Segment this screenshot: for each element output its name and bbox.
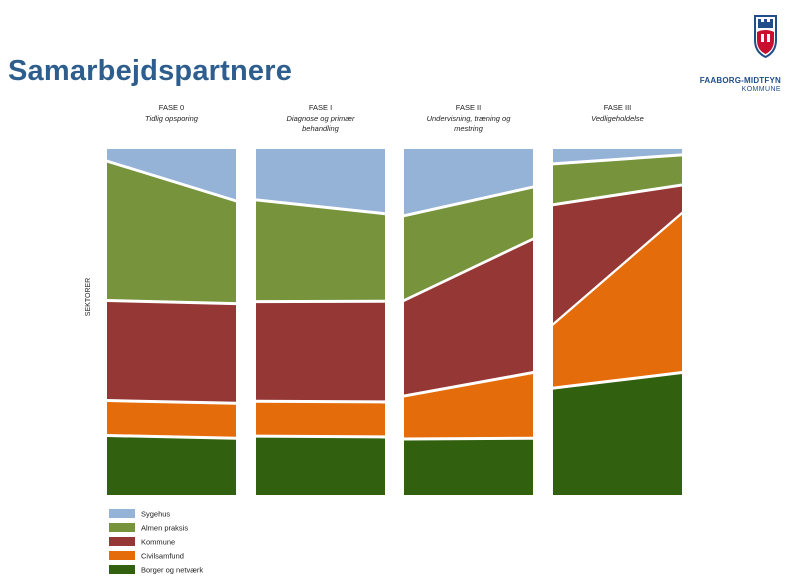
legend-swatch <box>109 509 135 518</box>
area-segment-civilsamfund <box>256 402 385 436</box>
area-segment-sygehus <box>553 149 682 163</box>
legend-swatch <box>109 551 135 560</box>
area-segment-borger-og-netværk <box>404 439 533 495</box>
y-axis-label: SEKTORER <box>85 278 92 316</box>
area-segment-sygehus <box>256 149 385 213</box>
legend-label: Kommune <box>141 538 175 547</box>
area-segment-sygehus <box>404 149 533 215</box>
phase-subtitle: Tidlig opsporing <box>145 114 199 123</box>
area-segment-borger-og-netværk <box>256 437 385 495</box>
area-segment-almen-praksis <box>107 162 236 303</box>
phase-name: FASE II <box>456 103 481 112</box>
phase-subtitle: Undervisning, træning og <box>427 114 512 123</box>
legend-label: Almen praksis <box>141 524 188 533</box>
chart-legend: Sygehus Almen praksis Kommune Civilsamfund B… <box>109 509 203 575</box>
logo-subtitle: KOMMUNE <box>741 86 781 93</box>
area-segment-sygehus <box>107 149 236 200</box>
phase-subtitle: behandling <box>302 124 340 133</box>
legend-label: Sygehus <box>141 510 170 519</box>
phase-column: FASE 0 Tidlig opsporing <box>107 103 236 495</box>
page-title: Samarbejdspartnere <box>8 55 293 87</box>
legend-label: Borger og netværk <box>141 566 203 575</box>
area-segment-almen-praksis <box>256 201 385 301</box>
phase-subtitle: Vedligeholdelse <box>591 114 644 123</box>
legend-swatch <box>109 523 135 532</box>
phase-name: FASE 0 <box>159 103 184 112</box>
phase-name: FASE III <box>604 103 632 112</box>
legend-swatch <box>109 537 135 546</box>
area-segment-almen-praksis <box>553 156 682 204</box>
coat-of-arms-icon <box>754 15 777 59</box>
phase-subtitle: Diagnose og primær <box>287 114 355 123</box>
area-segment-kommune <box>553 186 682 323</box>
phase-column: FASE III Vedligeholdelse <box>553 103 682 495</box>
area-segment-almen-praksis <box>404 188 533 300</box>
area-segment-civilsamfund <box>107 402 236 437</box>
area-segment-kommune <box>404 240 533 395</box>
logo-name: FAABORG-MIDTFYN <box>699 76 781 85</box>
legend-label: Civilsamfund <box>141 552 184 561</box>
phase-subtitle: mestring <box>454 124 484 133</box>
area-segment-kommune <box>107 302 236 402</box>
area-segment-borger-og-netværk <box>107 436 236 495</box>
phase-name: FASE I <box>309 103 332 112</box>
area-segment-civilsamfund <box>404 374 533 438</box>
area-segment-borger-og-netværk <box>553 374 682 495</box>
kommune-logo: FAABORG-MIDTFYN KOMMUNE <box>655 6 781 96</box>
area-segment-kommune <box>256 302 385 401</box>
area-segment-civilsamfund <box>553 214 682 387</box>
legend-swatch <box>109 565 135 574</box>
